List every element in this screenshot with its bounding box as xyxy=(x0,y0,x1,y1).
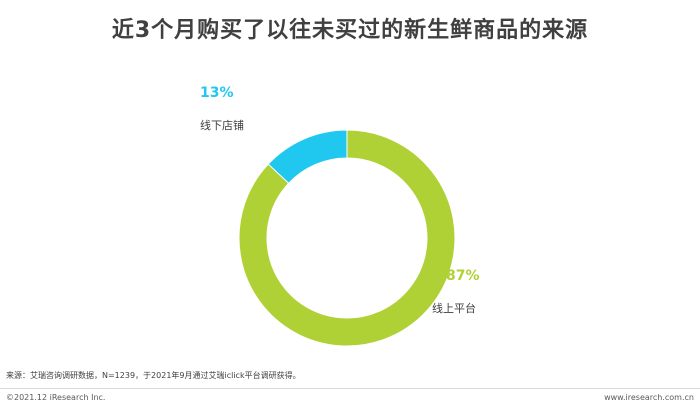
footer-divider xyxy=(0,388,700,389)
source-note: 来源：艾瑞咨询调研数据，N=1239，于2021年9月通过艾瑞iclick平台调… xyxy=(6,371,301,380)
donut-slice-online xyxy=(238,129,456,347)
donut-slices xyxy=(238,129,456,347)
chart-title: 近3个月购买了以往未买过的新生鲜商品的来源 xyxy=(111,18,589,43)
website-text: www.iresearch.com.cn xyxy=(604,393,694,402)
offline-percent-label: 13% xyxy=(200,85,234,101)
online-percent-label: 87% xyxy=(446,268,480,284)
copyright-text: ©2021.12 iResearch Inc. xyxy=(6,393,106,402)
online-category-label: 线上平台 xyxy=(432,302,476,315)
offline-category-label: 线下店铺 xyxy=(200,119,244,132)
donut-slice-offline xyxy=(267,129,348,184)
